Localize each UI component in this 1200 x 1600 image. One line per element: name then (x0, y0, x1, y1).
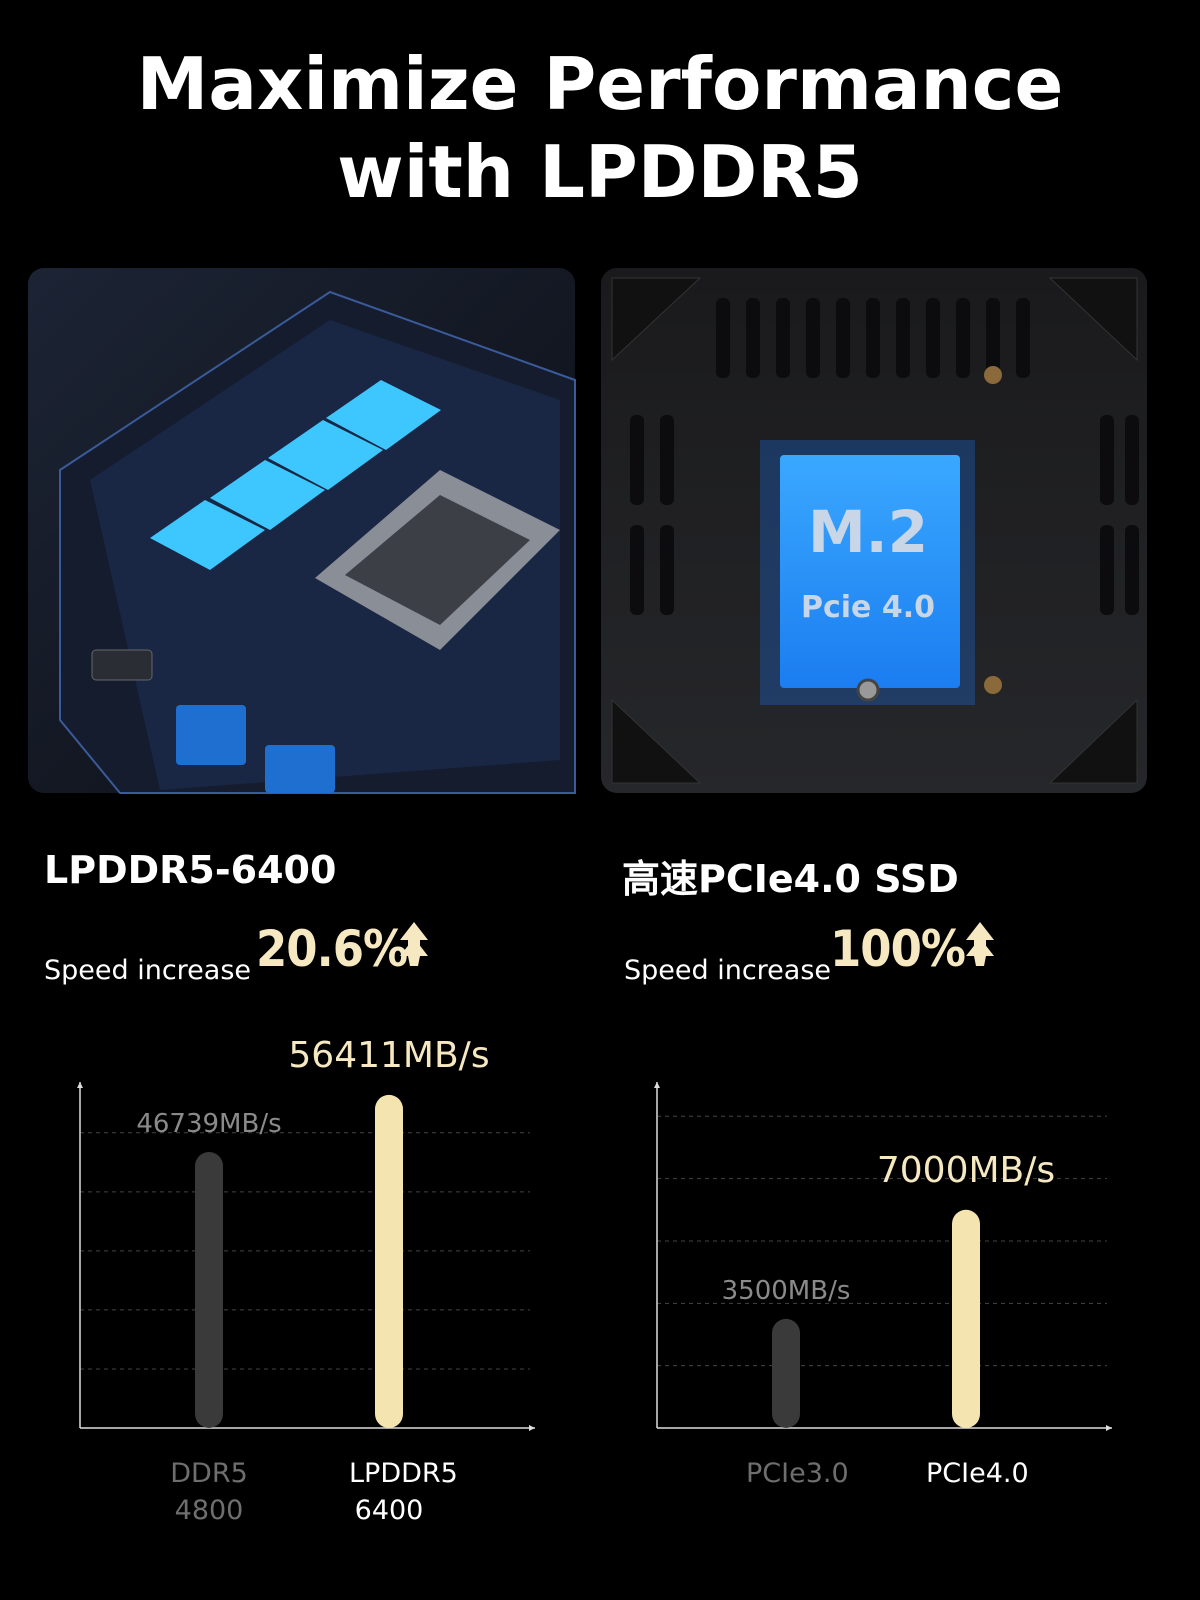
up-arrows (400, 922, 994, 966)
panel-heading: 高速PCIe4.0 SSD (622, 857, 959, 901)
value-label: 7000MB/s (877, 1150, 1055, 1191)
bar (195, 1152, 223, 1428)
bar (772, 1318, 800, 1428)
y-axis-arrow (654, 1082, 660, 1088)
x-tick-label: LPDDR5 6400 (349, 1458, 458, 1526)
x-tick-label: PCIe3.0 (746, 1458, 849, 1489)
bar (375, 1094, 403, 1428)
panel-heading: LPDDR5-6400 (44, 848, 337, 892)
photo-ssd: M.2 Pcie 4.0 (601, 268, 1147, 793)
speed-label: Speed increase (44, 955, 252, 986)
x-tick-label: PCIe4.0 (926, 1458, 1029, 1489)
value-label: 3500MB/s (722, 1276, 851, 1306)
x-tick-label: DDR5 4800 (170, 1458, 248, 1526)
x-axis-arrow (529, 1425, 535, 1431)
page-title: Maximize Performance with LPDDR5 (136, 42, 1064, 214)
card-label: M.2 (808, 498, 928, 566)
speed-label: Speed increase (624, 955, 832, 986)
value-label: 56411MB/s (288, 1035, 489, 1076)
x-axis-arrow (1106, 1425, 1112, 1431)
speed-value: 20.6% (256, 920, 408, 978)
speed-value: 100% (830, 920, 966, 978)
card-sublabel: Pcie 4.0 (801, 590, 935, 625)
bar (952, 1209, 980, 1428)
y-axis-arrow (77, 1082, 83, 1088)
photo-memory (28, 268, 576, 794)
value-label: 46739MB/s (136, 1109, 281, 1139)
